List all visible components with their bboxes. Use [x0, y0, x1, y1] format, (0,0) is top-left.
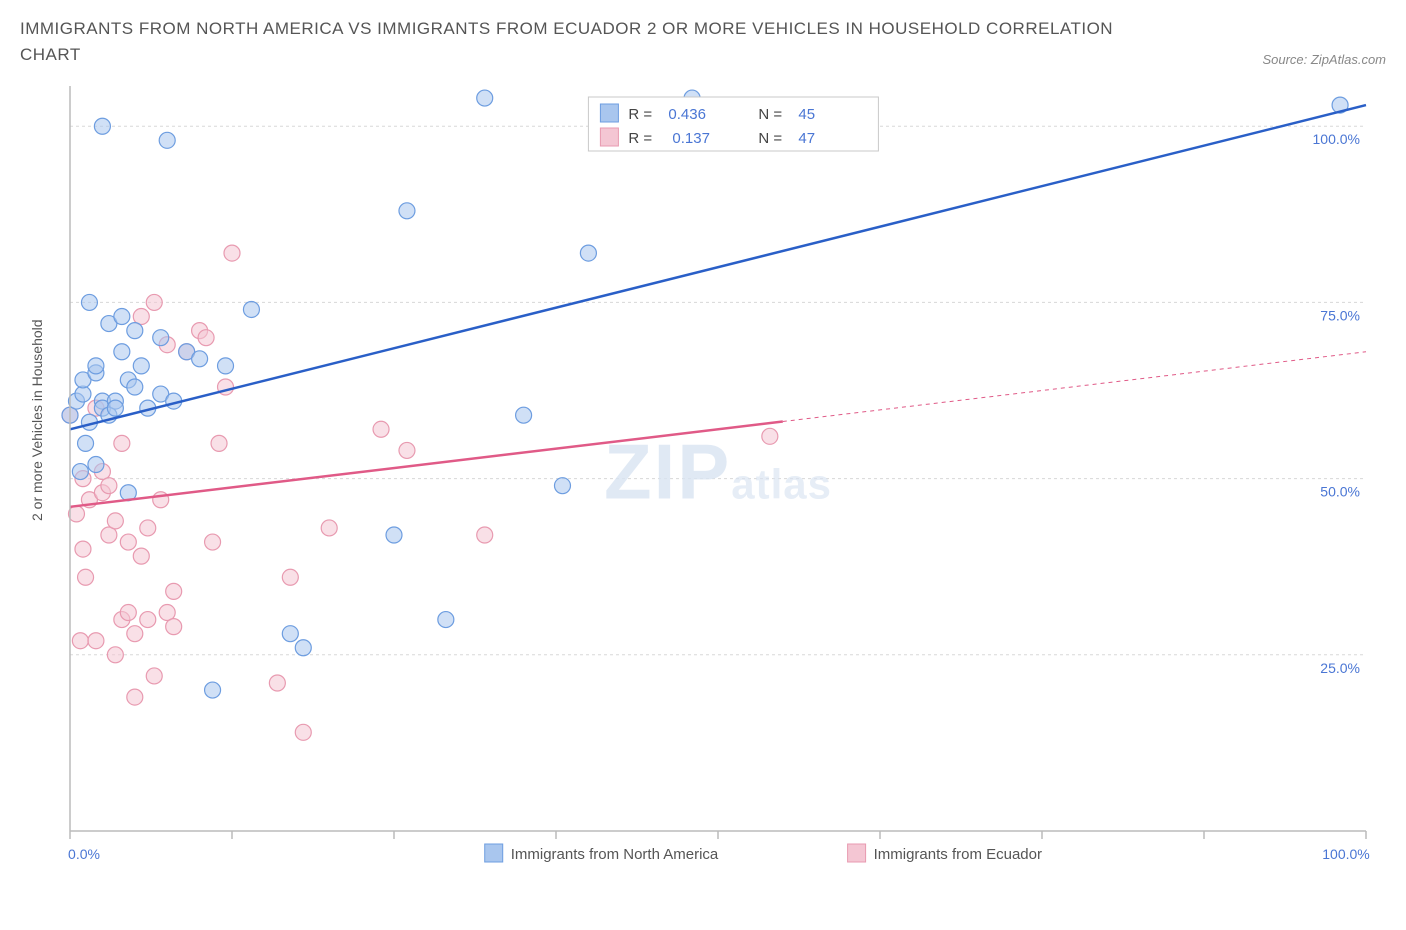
- series1-point: [114, 309, 130, 325]
- series2-point: [211, 435, 227, 451]
- series2-point: [295, 724, 311, 740]
- series2-point: [269, 675, 285, 691]
- legend-n1: 45: [798, 106, 815, 123]
- series2-point: [72, 633, 88, 649]
- series1-trend-solid: [70, 105, 1366, 429]
- series2-point: [198, 330, 214, 346]
- legend-r2: 0.137: [672, 130, 710, 147]
- series2-point: [166, 583, 182, 599]
- series1-point: [88, 358, 104, 374]
- series1-point: [78, 435, 94, 451]
- y-tick-label: 75.0%: [1320, 307, 1360, 323]
- series2-point: [146, 668, 162, 684]
- chart-container: 25.0% 50.0% 75.0% 100.0% ZIPatlas 0.0% 100.0% 2…: [20, 71, 1386, 891]
- series1-point: [516, 407, 532, 423]
- chart-title: IMMIGRANTS FROM NORTH AMERICA VS IMMIGRA…: [20, 16, 1120, 67]
- series2-point: [321, 520, 337, 536]
- series2-point: [120, 534, 136, 550]
- series2-point: [101, 478, 117, 494]
- series2-point: [282, 569, 298, 585]
- series1-point: [133, 358, 149, 374]
- watermark: ZIPatlas: [604, 428, 832, 516]
- x-tick-label: 0.0%: [68, 846, 100, 862]
- legend-swatch-1: [600, 104, 618, 122]
- series1-point: [295, 640, 311, 656]
- series2-point: [205, 534, 221, 550]
- series1-point: [243, 301, 259, 317]
- series2-point: [146, 294, 162, 310]
- series2-point: [762, 428, 778, 444]
- series2-point: [127, 626, 143, 642]
- series1-point: [114, 344, 130, 360]
- series1-point: [127, 323, 143, 339]
- series1-point: [282, 626, 298, 642]
- series1-point: [477, 90, 493, 106]
- series1-point: [88, 457, 104, 473]
- series1-point: [205, 682, 221, 698]
- bottom-legend-1: Immigrants from North America: [511, 846, 719, 863]
- legend-r-label: R =: [628, 130, 652, 147]
- legend-n2: 47: [798, 130, 815, 147]
- series2-point: [373, 421, 389, 437]
- series2-point: [127, 689, 143, 705]
- series2-point: [133, 548, 149, 564]
- legend-n-label: N =: [758, 130, 782, 147]
- series2-point: [107, 647, 123, 663]
- bottom-legend-swatch-1: [485, 844, 503, 862]
- series2-point: [166, 619, 182, 635]
- series2-point: [88, 633, 104, 649]
- series2-point: [114, 435, 130, 451]
- legend-swatch-2: [600, 128, 618, 146]
- series1-point: [438, 612, 454, 628]
- y-axis-label: 2 or more Vehicles in Household: [29, 319, 45, 521]
- series1-point: [94, 118, 110, 134]
- series1-point: [127, 379, 143, 395]
- series2-point: [68, 506, 84, 522]
- source-attribution: Source: ZipAtlas.com: [1262, 52, 1386, 67]
- series2-point: [75, 541, 91, 557]
- series1-point: [192, 351, 208, 367]
- series2-trend-dashed: [783, 352, 1366, 422]
- legend-n-label: N =: [758, 106, 782, 123]
- bottom-legend-2: Immigrants from Ecuador: [874, 846, 1042, 863]
- series2-point: [78, 569, 94, 585]
- series2-point: [399, 442, 415, 458]
- series2-point: [140, 612, 156, 628]
- series2-point: [140, 520, 156, 536]
- x-tick-label: 100.0%: [1322, 846, 1369, 862]
- scatter-chart: 25.0% 50.0% 75.0% 100.0% ZIPatlas 0.0% 100.0% 2…: [20, 71, 1386, 891]
- legend-r-label: R =: [628, 106, 652, 123]
- y-tick-label: 50.0%: [1320, 484, 1360, 500]
- series1-point: [159, 132, 175, 148]
- legend-r1: 0.436: [668, 106, 706, 123]
- series2-point: [120, 605, 136, 621]
- series1-point: [218, 358, 234, 374]
- series1-point: [399, 203, 415, 219]
- series2-point: [477, 527, 493, 543]
- y-tick-label: 25.0%: [1320, 660, 1360, 676]
- series1-point: [153, 330, 169, 346]
- series1-point: [554, 478, 570, 494]
- series2-point: [107, 513, 123, 529]
- series1-point: [107, 400, 123, 416]
- series1-point: [580, 245, 596, 261]
- series1-point: [386, 527, 402, 543]
- y-tick-label: 100.0%: [1313, 131, 1360, 147]
- bottom-legend-swatch-2: [848, 844, 866, 862]
- series2-point: [224, 245, 240, 261]
- series1-point: [72, 464, 88, 480]
- series1-point: [81, 294, 97, 310]
